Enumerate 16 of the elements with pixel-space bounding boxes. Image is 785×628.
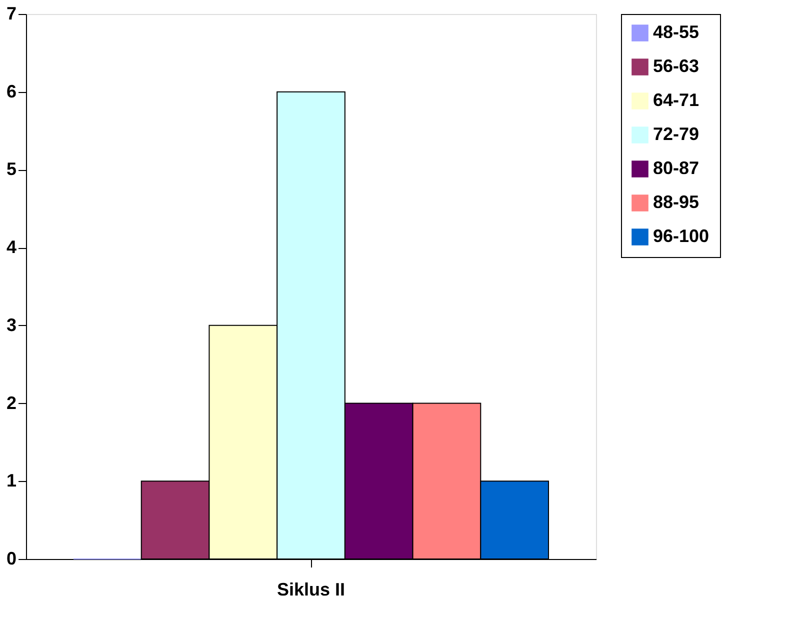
legend-label: 72-79 [653, 124, 700, 144]
y-tick-label: 1 [6, 470, 16, 491]
legend-label: 80-87 [653, 158, 700, 178]
legend-label: 96-100 [653, 226, 710, 246]
y-tick-label: 6 [6, 81, 16, 102]
y-tick-label: 7 [6, 4, 16, 24]
y-tick-label: 4 [6, 237, 16, 258]
legend-label: 88-95 [653, 192, 700, 212]
legend-label: 48-55 [653, 22, 700, 42]
y-tick-label: 0 [6, 548, 16, 568]
y-tick-label: 5 [6, 159, 16, 180]
x-tick-label: Siklus II [276, 580, 346, 600]
legend-label: 64-71 [653, 90, 700, 110]
y-tick-label: 2 [6, 392, 16, 413]
y-tick-label: 3 [6, 314, 16, 335]
legend-label: 56-63 [653, 56, 700, 76]
